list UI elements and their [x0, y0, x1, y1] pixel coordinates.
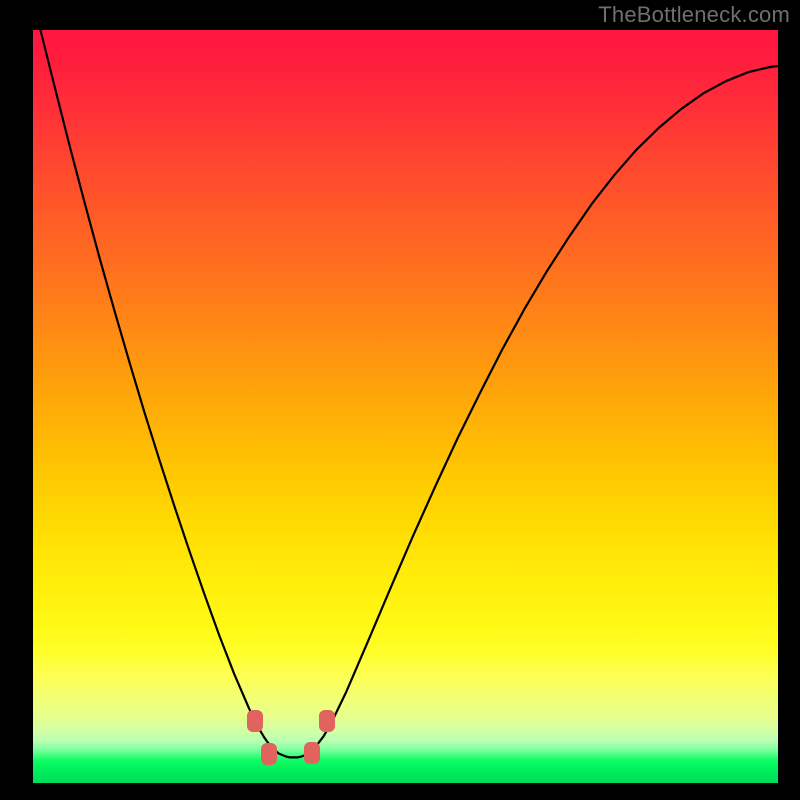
plot-area	[33, 30, 778, 783]
curve-marker	[261, 743, 277, 765]
watermark-label: TheBottleneck.com	[598, 2, 790, 28]
chart-frame: TheBottleneck.com	[0, 0, 800, 800]
curve-marker	[304, 742, 320, 764]
curve-layer	[33, 30, 778, 783]
curve-marker	[319, 710, 335, 732]
curve-marker	[247, 710, 263, 732]
bottleneck-curve	[40, 30, 778, 757]
